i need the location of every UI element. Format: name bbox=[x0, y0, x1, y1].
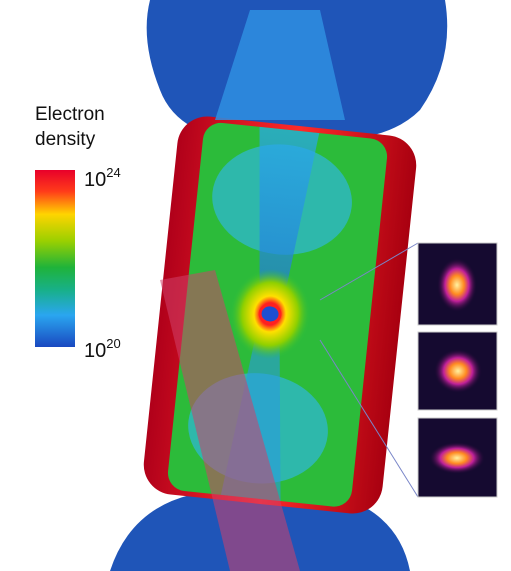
inset-image bbox=[434, 349, 482, 393]
figure: Electron density 1024 1020 bbox=[0, 0, 511, 571]
colorbar-min: 1020 bbox=[84, 336, 121, 362]
base: 10 bbox=[84, 169, 106, 191]
exponent: 24 bbox=[106, 165, 120, 180]
capsule bbox=[259, 304, 281, 324]
colorbar-max: 1024 bbox=[84, 165, 121, 191]
inset-image bbox=[437, 258, 477, 312]
inset-image bbox=[429, 442, 485, 474]
colorbar-label: density bbox=[35, 129, 96, 150]
insets bbox=[418, 243, 497, 497]
base: 10 bbox=[84, 340, 106, 362]
exponent: 20 bbox=[106, 336, 120, 351]
colorbar-label: Electron bbox=[35, 104, 105, 125]
colorbar bbox=[35, 170, 75, 347]
